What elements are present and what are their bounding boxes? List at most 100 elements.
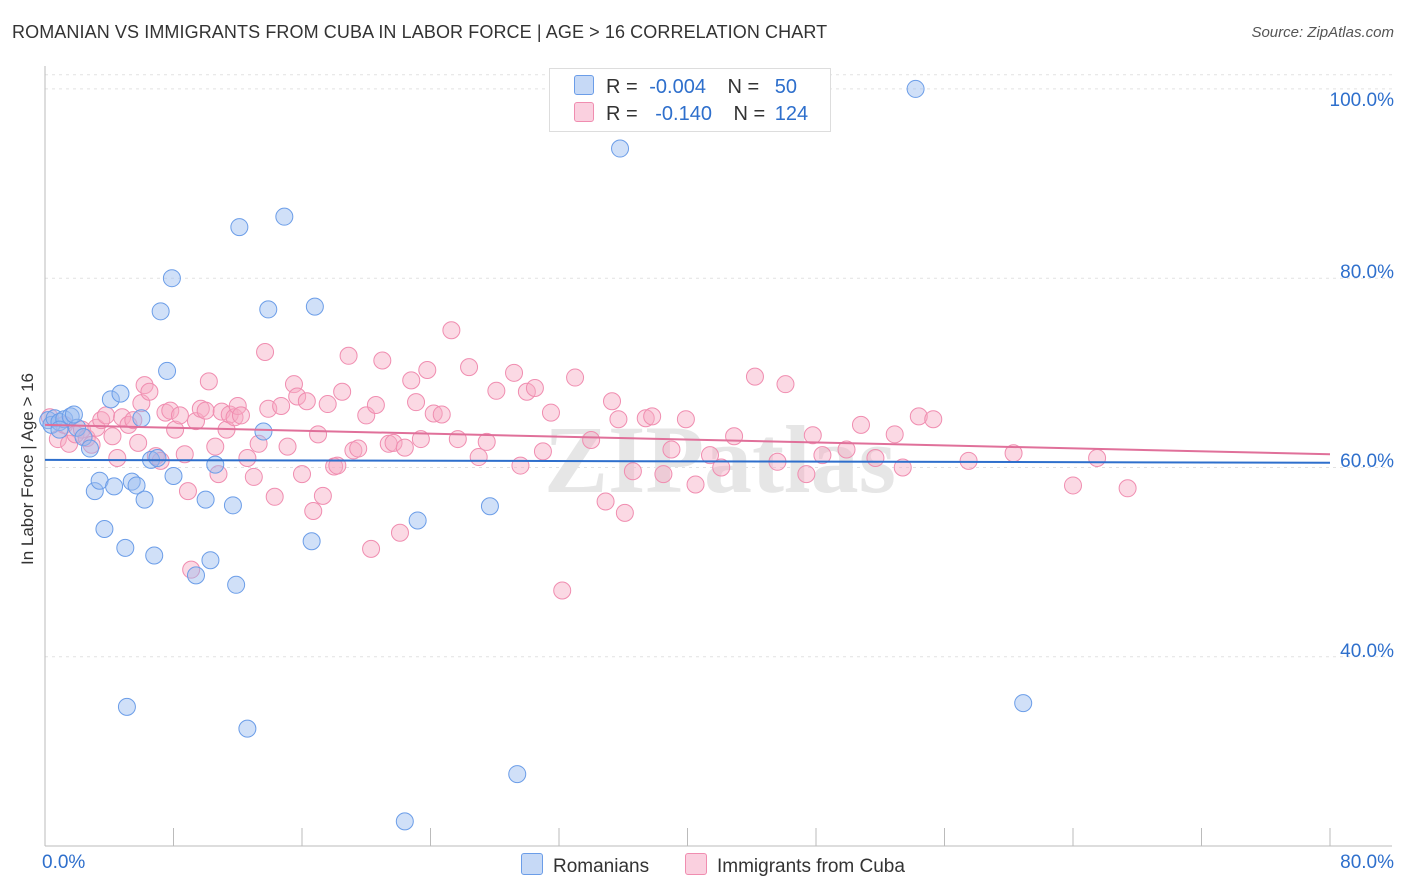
data-point-cuba bbox=[866, 449, 885, 467]
data-point-cuba bbox=[206, 437, 225, 456]
data-point-cuba bbox=[178, 482, 197, 501]
data-point-romanians bbox=[116, 538, 135, 557]
data-point-cuba bbox=[304, 501, 323, 520]
data-point-cuba bbox=[712, 458, 731, 477]
data-point-romanians bbox=[80, 439, 99, 458]
data-point-cuba bbox=[487, 381, 506, 400]
data-point-romanians bbox=[148, 449, 167, 467]
bottom-legend-label-cuba: Immigrants from Cuba bbox=[717, 856, 905, 877]
legend-r-value-romanians: -0.004 bbox=[649, 76, 706, 98]
data-point-cuba bbox=[432, 405, 451, 424]
axes bbox=[44, 66, 1392, 847]
y-axis-label: In Labor Force | Age > 16 bbox=[18, 372, 37, 565]
data-point-cuba bbox=[418, 360, 437, 379]
data-point-cuba bbox=[97, 406, 116, 425]
data-point-cuba bbox=[333, 382, 352, 401]
data-point-cuba bbox=[541, 403, 560, 422]
data-point-romanians bbox=[305, 297, 324, 316]
y-tick-label: 40.0% bbox=[1340, 640, 1394, 662]
data-point-cuba bbox=[244, 467, 263, 486]
x-tick-label-start: 0.0% bbox=[42, 852, 86, 873]
data-point-cuba bbox=[776, 375, 795, 394]
data-point-romanians bbox=[101, 390, 120, 409]
data-point-romanians bbox=[206, 455, 225, 474]
data-point-cuba bbox=[175, 445, 194, 464]
data-point-cuba bbox=[1118, 479, 1137, 498]
data-point-cuba bbox=[166, 420, 185, 439]
data-point-cuba bbox=[362, 539, 381, 558]
data-point-cuba bbox=[745, 367, 764, 386]
data-point-cuba bbox=[108, 449, 127, 467]
data-point-cuba bbox=[662, 440, 681, 459]
data-point-romanians bbox=[230, 218, 249, 237]
data-point-cuba bbox=[339, 346, 358, 365]
series-romanians-points bbox=[39, 79, 1033, 831]
data-point-cuba bbox=[140, 382, 159, 401]
trend-lines bbox=[44, 423, 1331, 464]
legend-n-value-cuba: 124 bbox=[774, 103, 809, 125]
bottom-legend-romanians: Romanians bbox=[521, 853, 649, 878]
data-point-cuba bbox=[448, 430, 467, 449]
data-point-cuba bbox=[129, 433, 148, 452]
data-point-cuba bbox=[837, 440, 856, 459]
data-point-cuba bbox=[161, 401, 180, 420]
data-point-cuba bbox=[460, 358, 479, 377]
data-point-cuba bbox=[609, 410, 628, 429]
data-point-cuba bbox=[525, 378, 544, 397]
source-label: Source: ZipAtlas.com bbox=[1251, 24, 1394, 41]
data-point-cuba bbox=[293, 465, 311, 484]
data-point-cuba bbox=[582, 431, 601, 450]
data-point-romanians bbox=[50, 420, 69, 439]
data-point-romanians bbox=[196, 490, 215, 509]
data-point-cuba bbox=[924, 410, 943, 429]
bottom-legend-swatch-cuba bbox=[685, 853, 707, 875]
data-point-romanians bbox=[74, 428, 93, 447]
data-point-romanians bbox=[135, 490, 154, 509]
data-point-cuba bbox=[596, 492, 615, 511]
data-point-cuba bbox=[209, 465, 228, 484]
data-point-cuba bbox=[411, 430, 430, 449]
data-point-cuba bbox=[511, 456, 530, 475]
trend-line-romanians bbox=[44, 458, 1331, 464]
data-point-romanians bbox=[145, 546, 164, 565]
legend-n-label: N = bbox=[727, 76, 760, 98]
data-point-cuba bbox=[256, 343, 275, 362]
data-point-romanians bbox=[164, 466, 183, 485]
data-point-cuba bbox=[469, 448, 488, 467]
data-point-cuba bbox=[654, 465, 673, 484]
data-point-cuba bbox=[225, 408, 244, 427]
data-point-romanians bbox=[259, 300, 278, 319]
data-point-cuba bbox=[553, 581, 572, 600]
data-point-cuba bbox=[700, 446, 719, 465]
x-tick-label-end: 80.0% bbox=[1340, 852, 1394, 873]
data-point-cuba bbox=[395, 438, 414, 457]
data-point-cuba bbox=[309, 425, 328, 444]
data-point-cuba bbox=[851, 415, 870, 434]
data-point-cuba bbox=[909, 407, 928, 426]
data-point-romanians bbox=[201, 551, 220, 570]
data-point-cuba bbox=[686, 475, 705, 494]
legend-r-value-cuba: -0.140 bbox=[655, 103, 712, 125]
data-point-cuba bbox=[265, 487, 284, 506]
data-point-cuba bbox=[533, 442, 552, 461]
data-point-romanians bbox=[254, 422, 273, 441]
data-point-romanians bbox=[117, 697, 136, 716]
data-point-cuba bbox=[643, 407, 662, 426]
legend-r-label: R = bbox=[606, 76, 638, 98]
data-point-cuba bbox=[349, 439, 368, 458]
trend-line-cuba bbox=[44, 423, 1331, 456]
data-point-cuba bbox=[238, 449, 257, 467]
data-point-romanians bbox=[64, 405, 83, 424]
data-point-cuba bbox=[959, 451, 978, 470]
data-point-romanians bbox=[132, 409, 151, 428]
data-point-cuba bbox=[803, 426, 822, 445]
bottom-legend-cuba: Immigrants from Cuba bbox=[685, 853, 905, 878]
data-point-cuba bbox=[402, 371, 421, 390]
data-point-romanians bbox=[223, 496, 242, 515]
data-point-cuba bbox=[623, 462, 642, 481]
data-point-romanians bbox=[302, 532, 321, 551]
data-point-romanians bbox=[1014, 694, 1033, 713]
data-point-cuba bbox=[615, 503, 634, 522]
data-point-cuba bbox=[566, 368, 585, 387]
